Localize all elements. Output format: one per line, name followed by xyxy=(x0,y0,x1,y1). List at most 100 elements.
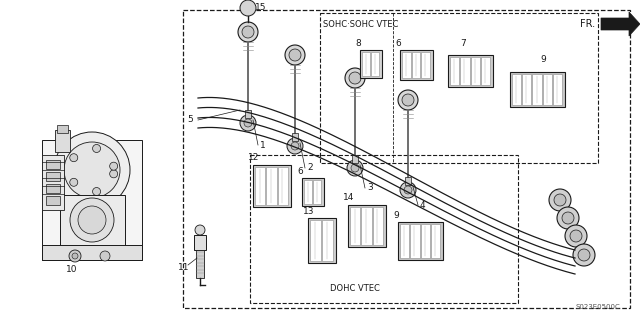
Bar xyxy=(322,220,333,261)
Circle shape xyxy=(347,160,363,176)
Circle shape xyxy=(54,132,130,208)
Circle shape xyxy=(70,178,78,186)
Text: 7: 7 xyxy=(460,40,466,48)
Bar xyxy=(42,140,142,260)
Text: 2: 2 xyxy=(307,164,312,173)
Circle shape xyxy=(70,154,78,162)
Bar xyxy=(292,133,298,141)
Circle shape xyxy=(244,119,252,127)
Circle shape xyxy=(554,194,566,206)
Circle shape xyxy=(291,142,299,150)
Text: 11: 11 xyxy=(178,263,189,272)
Bar xyxy=(266,167,276,205)
Bar xyxy=(522,74,531,105)
Bar xyxy=(308,218,336,263)
Bar xyxy=(304,180,312,204)
Circle shape xyxy=(70,198,114,242)
Bar xyxy=(362,207,372,245)
Bar xyxy=(553,74,562,105)
Bar xyxy=(302,178,324,206)
Bar xyxy=(398,222,443,260)
Circle shape xyxy=(109,170,118,178)
Text: 6: 6 xyxy=(395,40,401,48)
Circle shape xyxy=(242,26,254,38)
Bar xyxy=(250,155,518,303)
Polygon shape xyxy=(601,12,640,36)
Bar xyxy=(543,74,552,105)
Text: 6: 6 xyxy=(297,167,303,176)
Circle shape xyxy=(109,162,118,170)
Circle shape xyxy=(64,142,120,198)
Circle shape xyxy=(289,49,301,61)
Bar xyxy=(320,13,598,163)
Circle shape xyxy=(93,188,100,196)
Bar xyxy=(350,207,360,245)
Circle shape xyxy=(240,115,256,131)
Circle shape xyxy=(72,253,78,259)
Circle shape xyxy=(557,207,579,229)
Bar xyxy=(46,172,60,181)
Bar xyxy=(60,195,125,250)
Bar xyxy=(481,57,490,85)
Bar xyxy=(448,55,493,87)
Circle shape xyxy=(238,22,258,42)
Circle shape xyxy=(349,72,361,84)
Circle shape xyxy=(398,90,418,110)
Text: DOHC VTEC: DOHC VTEC xyxy=(330,284,380,293)
Bar xyxy=(400,50,433,80)
Circle shape xyxy=(549,189,571,211)
Circle shape xyxy=(69,250,81,262)
Circle shape xyxy=(78,206,106,234)
Bar xyxy=(362,52,370,76)
Text: 1: 1 xyxy=(260,140,266,150)
Bar xyxy=(371,52,379,76)
Bar xyxy=(431,224,440,258)
Text: SOHC·SOHC VTEC: SOHC·SOHC VTEC xyxy=(323,20,398,29)
Text: 9: 9 xyxy=(540,56,546,64)
Bar xyxy=(510,72,565,107)
Bar xyxy=(348,205,386,247)
Circle shape xyxy=(570,230,582,242)
Bar xyxy=(532,74,541,105)
Bar xyxy=(253,165,291,207)
Circle shape xyxy=(562,212,574,224)
Bar xyxy=(412,52,420,78)
Text: 8: 8 xyxy=(355,40,361,48)
Circle shape xyxy=(351,164,359,172)
Bar xyxy=(46,160,60,169)
Text: 13: 13 xyxy=(303,207,314,217)
Bar xyxy=(450,57,460,85)
Bar xyxy=(372,207,383,245)
Bar xyxy=(410,224,419,258)
Text: 3: 3 xyxy=(367,183,372,192)
Bar xyxy=(255,167,266,205)
Text: FR.: FR. xyxy=(580,19,595,29)
Text: 12: 12 xyxy=(248,153,259,162)
Circle shape xyxy=(404,186,412,194)
Bar xyxy=(55,130,70,152)
Bar xyxy=(278,167,288,205)
Text: 5: 5 xyxy=(187,115,193,124)
Bar xyxy=(310,220,321,261)
Bar xyxy=(183,10,630,308)
Text: 9: 9 xyxy=(393,211,399,219)
Bar xyxy=(400,224,409,258)
Text: 15: 15 xyxy=(255,4,266,12)
Text: 10: 10 xyxy=(67,265,77,275)
Text: 4: 4 xyxy=(420,201,426,210)
Circle shape xyxy=(93,145,100,152)
Bar xyxy=(460,57,470,85)
Bar xyxy=(313,180,321,204)
Bar xyxy=(46,196,60,205)
Circle shape xyxy=(100,251,110,261)
Circle shape xyxy=(573,244,595,266)
Circle shape xyxy=(402,94,414,106)
Bar xyxy=(194,235,206,250)
Text: S023E0500C: S023E0500C xyxy=(575,304,620,310)
Bar xyxy=(57,125,68,133)
Circle shape xyxy=(285,45,305,65)
Bar xyxy=(42,245,142,260)
Bar xyxy=(420,224,429,258)
Bar xyxy=(196,250,204,278)
Circle shape xyxy=(195,225,205,235)
